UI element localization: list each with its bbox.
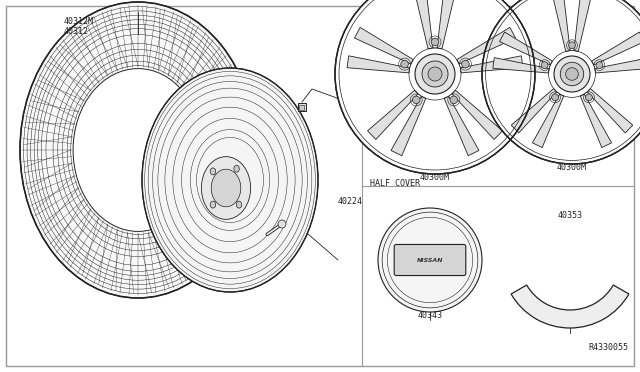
Circle shape: [560, 62, 584, 86]
Circle shape: [450, 96, 458, 104]
Polygon shape: [437, 0, 456, 49]
Ellipse shape: [20, 2, 256, 298]
Polygon shape: [580, 94, 612, 148]
Bar: [300, 105, 305, 109]
Circle shape: [415, 54, 455, 94]
Polygon shape: [574, 0, 591, 51]
Circle shape: [482, 0, 640, 164]
Text: 40312: 40312: [64, 27, 89, 36]
Polygon shape: [511, 89, 557, 133]
Polygon shape: [452, 90, 502, 140]
Wedge shape: [511, 285, 629, 328]
Polygon shape: [444, 96, 479, 156]
Polygon shape: [355, 28, 413, 64]
FancyBboxPatch shape: [394, 244, 466, 276]
Polygon shape: [588, 89, 633, 133]
Polygon shape: [553, 0, 570, 51]
Ellipse shape: [210, 201, 216, 208]
Circle shape: [431, 38, 439, 46]
Text: 40300P: 40300P: [207, 191, 237, 200]
Ellipse shape: [202, 157, 251, 219]
Circle shape: [596, 62, 603, 68]
Polygon shape: [457, 28, 515, 64]
Circle shape: [461, 60, 469, 68]
Polygon shape: [591, 32, 640, 65]
Circle shape: [554, 56, 590, 92]
Circle shape: [552, 94, 559, 101]
Ellipse shape: [73, 68, 203, 231]
Text: 40300M: 40300M: [420, 173, 450, 182]
Ellipse shape: [236, 201, 242, 208]
Polygon shape: [391, 96, 426, 156]
Text: 40343: 40343: [417, 311, 442, 320]
Circle shape: [335, 0, 535, 174]
Circle shape: [422, 61, 448, 87]
Circle shape: [412, 96, 420, 104]
Polygon shape: [414, 0, 433, 49]
Polygon shape: [460, 56, 523, 73]
Text: 40312M: 40312M: [64, 17, 94, 26]
Polygon shape: [532, 94, 564, 148]
Circle shape: [378, 208, 482, 312]
Polygon shape: [493, 58, 549, 73]
Circle shape: [566, 68, 579, 80]
Text: 40353: 40353: [557, 211, 582, 220]
Ellipse shape: [142, 68, 318, 292]
Text: 40300M: 40300M: [557, 163, 587, 172]
Text: R4330055: R4330055: [588, 343, 628, 352]
Polygon shape: [595, 58, 640, 73]
Ellipse shape: [211, 169, 241, 207]
Circle shape: [568, 42, 575, 49]
Circle shape: [428, 67, 442, 81]
Text: NISSAN: NISSAN: [417, 257, 444, 263]
Circle shape: [401, 60, 408, 68]
Ellipse shape: [234, 165, 239, 172]
Text: HALF COVER: HALF COVER: [370, 179, 420, 188]
Text: 40311: 40311: [340, 83, 365, 92]
Circle shape: [586, 94, 593, 101]
Polygon shape: [347, 56, 410, 73]
Polygon shape: [367, 90, 418, 140]
Text: 40224: 40224: [337, 197, 362, 206]
Ellipse shape: [210, 168, 216, 175]
Bar: [298, 103, 306, 111]
Circle shape: [541, 62, 548, 68]
Polygon shape: [500, 32, 552, 65]
Circle shape: [278, 220, 286, 228]
